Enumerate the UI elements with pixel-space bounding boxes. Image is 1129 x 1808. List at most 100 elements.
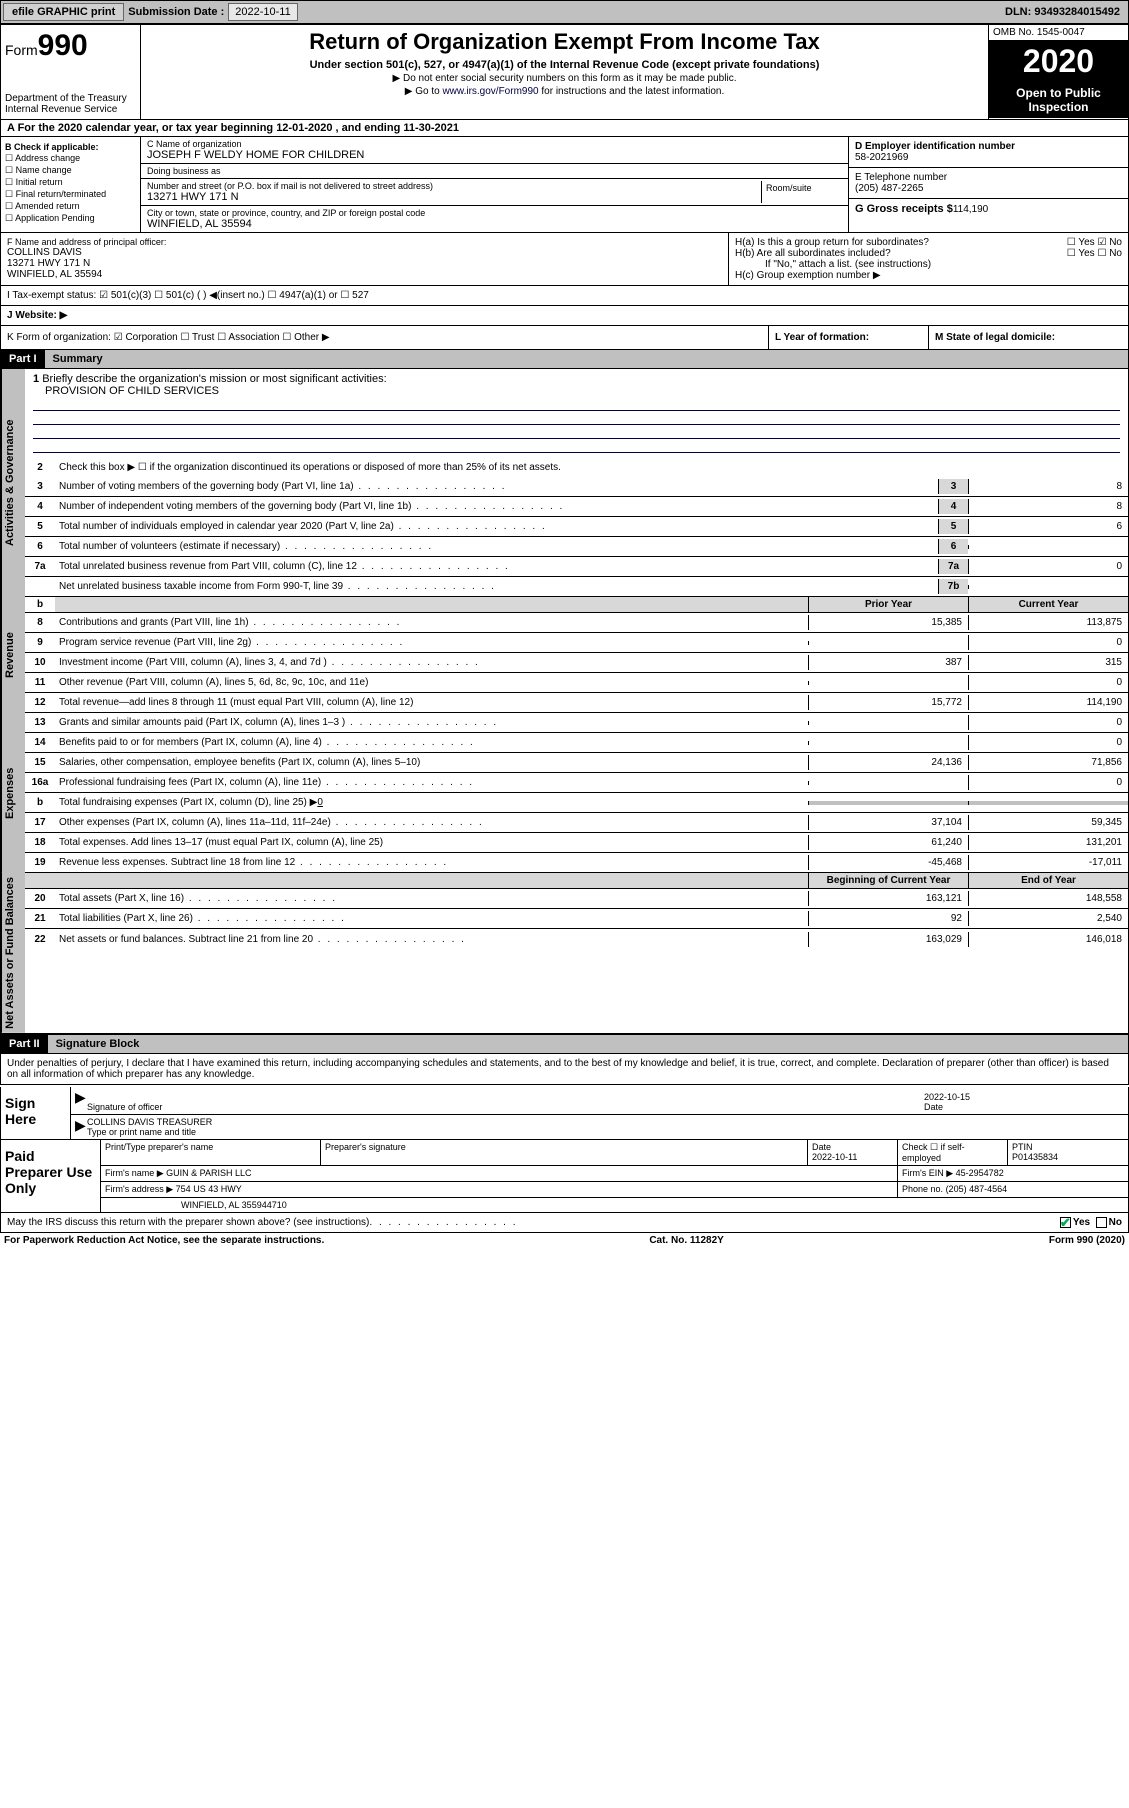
dba-row: Doing business as xyxy=(141,164,848,179)
chk-application-pending[interactable]: ☐ Application Pending xyxy=(5,213,136,224)
org-name: JOSEPH F WELDY HOME FOR CHILDREN xyxy=(147,149,842,161)
h-questions: H(a) Is this a group return for subordin… xyxy=(728,233,1128,285)
line-3: Number of voting members of the governin… xyxy=(55,479,938,494)
val-3: 8 xyxy=(968,479,1128,494)
end-year-hdr: End of Year xyxy=(968,873,1128,888)
topbar: efile GRAPHIC print Submission Date : 20… xyxy=(0,0,1129,24)
line-20: Total assets (Part X, line 16) xyxy=(55,891,808,906)
line-11: Other revenue (Part VIII, column (A), li… xyxy=(55,675,808,690)
form-header-center: Return of Organization Exempt From Incom… xyxy=(141,25,988,119)
line-4: Number of independent voting members of … xyxy=(55,499,938,514)
footer-left: For Paperwork Reduction Act Notice, see … xyxy=(4,1235,324,1246)
c11: 0 xyxy=(968,675,1128,690)
preparer-self-employed[interactable]: Check ☐ if self-employed xyxy=(898,1140,1008,1165)
chk-name-change[interactable]: ☐ Name change xyxy=(5,165,136,176)
m-state-domicile: M State of legal domicile: xyxy=(928,326,1128,349)
chk-amended[interactable]: ☐ Amended return xyxy=(5,201,136,212)
current-year-hdr: Current Year xyxy=(968,597,1128,612)
form-header-right: OMB No. 1545-0047 2020 Open to Public In… xyxy=(988,25,1128,119)
firm-phone: Phone no. (205) 487-4564 xyxy=(898,1182,1128,1197)
line-8: Contributions and grants (Part VIII, lin… xyxy=(55,615,808,630)
line-12: Total revenue—add lines 8 through 11 (mu… xyxy=(55,695,808,710)
line-19: Revenue less expenses. Subtract line 18 … xyxy=(55,855,808,870)
p12: 15,772 xyxy=(808,695,968,710)
firm-addr1: Firm's address ▶ 754 US 43 HWY xyxy=(101,1182,898,1197)
c14: 0 xyxy=(968,735,1128,750)
p18: 61,240 xyxy=(808,835,968,850)
line-2: Check this box ▶ ☐ if the organization d… xyxy=(55,460,1128,475)
firm-addr2: WINFIELD, AL 355944710 xyxy=(101,1198,1128,1212)
part2-header: Part II Signature Block xyxy=(0,1034,1129,1054)
officer-addr2: WINFIELD, AL 35594 xyxy=(7,269,722,280)
form-header-left: Form990 Department of the Treasury Inter… xyxy=(1,25,141,119)
city-value: WINFIELD, AL 35594 xyxy=(147,218,842,230)
net-assets-section: Net Assets or Fund Balances Beginning of… xyxy=(0,873,1129,1034)
k-form-organization: K Form of organization: ☑ Corporation ☐ … xyxy=(1,326,768,349)
line-16a: Professional fundraising fees (Part IX, … xyxy=(55,775,808,790)
column-d-contact: D Employer identification number 58-2021… xyxy=(848,137,1128,232)
k-l-m-row: K Form of organization: ☑ Corporation ☐ … xyxy=(0,326,1129,350)
form990-link[interactable]: www.irs.gov/Form990 xyxy=(442,86,538,97)
gross-receipts-row: G Gross receipts $114,190 xyxy=(849,199,1128,219)
c10: 315 xyxy=(968,655,1128,670)
part2-label: Part II xyxy=(1,1035,48,1053)
chk-final-return[interactable]: ☐ Final return/terminated xyxy=(5,189,136,200)
e20: 148,558 xyxy=(968,891,1128,906)
line-15: Salaries, other compensation, employee b… xyxy=(55,755,808,770)
page-footer: For Paperwork Reduction Act Notice, see … xyxy=(0,1233,1129,1248)
p16b xyxy=(808,801,968,805)
revenue-section: Revenue b Prior Year Current Year 8Contr… xyxy=(0,597,1129,713)
line-14: Benefits paid to or for members (Part IX… xyxy=(55,735,808,750)
line-10: Investment income (Part VIII, column (A)… xyxy=(55,655,808,670)
street-row: Number and street (or P.O. box if mail i… xyxy=(141,179,848,206)
p8: 15,385 xyxy=(808,615,968,630)
dln-value: DLN: 93493284015492 xyxy=(1005,6,1126,18)
discuss-row: May the IRS discuss this return with the… xyxy=(0,1213,1129,1233)
expenses-section: Expenses 13Grants and similar amounts pa… xyxy=(0,713,1129,873)
col-b-header: B Check if applicable: xyxy=(5,142,136,152)
c9: 0 xyxy=(968,635,1128,650)
part1-label: Part I xyxy=(1,350,45,368)
discuss-no-checkbox[interactable] xyxy=(1096,1217,1107,1228)
tax-year: 2020 xyxy=(989,41,1128,82)
line-22: Net assets or fund balances. Subtract li… xyxy=(55,932,808,947)
row-a-calendar-year: A For the 2020 calendar year, or tax yea… xyxy=(0,120,1129,137)
officer-name: COLLINS DAVIS xyxy=(7,247,722,258)
part1-header: Part I Summary xyxy=(0,350,1129,369)
ein-row: D Employer identification number 58-2021… xyxy=(849,137,1128,168)
l-year-formation: L Year of formation: xyxy=(768,326,928,349)
chk-initial-return[interactable]: ☐ Initial return xyxy=(5,177,136,188)
signature-disclaimer: Under penalties of perjury, I declare th… xyxy=(0,1054,1129,1085)
form-title: Return of Organization Exempt From Incom… xyxy=(145,29,984,55)
p14 xyxy=(808,741,968,745)
principal-officer: F Name and address of principal officer:… xyxy=(1,233,728,285)
form-number: Form990 xyxy=(5,29,136,63)
efile-print-button[interactable]: efile GRAPHIC print xyxy=(3,3,124,21)
discuss-yes-checkbox[interactable] xyxy=(1060,1217,1071,1228)
preparer-ptin: PTINP01435834 xyxy=(1008,1140,1128,1165)
room-suite-label: Room/suite xyxy=(762,181,842,203)
val-7b xyxy=(968,585,1128,589)
sig-officer-label: Signature of officer xyxy=(87,1102,924,1112)
gross-receipts-value: 114,190 xyxy=(953,204,988,215)
val-6 xyxy=(968,545,1128,549)
h-b-note: If "No," attach a list. (see instruction… xyxy=(735,259,1122,270)
vtab-net-assets: Net Assets or Fund Balances xyxy=(1,873,25,1033)
sig-arrow-icon: ▶ xyxy=(75,1089,87,1112)
form-note-1: ▶ Do not enter social security numbers o… xyxy=(145,73,984,84)
dept-treasury: Department of the Treasury Internal Reve… xyxy=(5,93,136,115)
line-18: Total expenses. Add lines 13–17 (must eq… xyxy=(55,835,808,850)
form-header: Form990 Department of the Treasury Inter… xyxy=(0,24,1129,120)
column-b-checkboxes: B Check if applicable: ☐ Address change … xyxy=(1,137,141,232)
sig-arrow-icon-2: ▶ xyxy=(75,1117,87,1137)
year-header: b Prior Year Current Year xyxy=(25,597,1128,613)
paid-preparer-block: Paid Preparer Use Only Print/Type prepar… xyxy=(0,1140,1129,1213)
vtab-revenue: Revenue xyxy=(1,597,25,713)
sig-date-value: 2022-10-15 xyxy=(924,1092,970,1102)
chk-address-change[interactable]: ☐ Address change xyxy=(5,153,136,164)
p19: -45,468 xyxy=(808,855,968,870)
footer-form: Form 990 (2020) xyxy=(1049,1235,1125,1246)
website-row: J Website: ▶ xyxy=(0,306,1129,326)
sig-name-value: COLLINS DAVIS TREASURER xyxy=(87,1117,1124,1127)
submission-date-label: Submission Date : xyxy=(128,6,224,18)
